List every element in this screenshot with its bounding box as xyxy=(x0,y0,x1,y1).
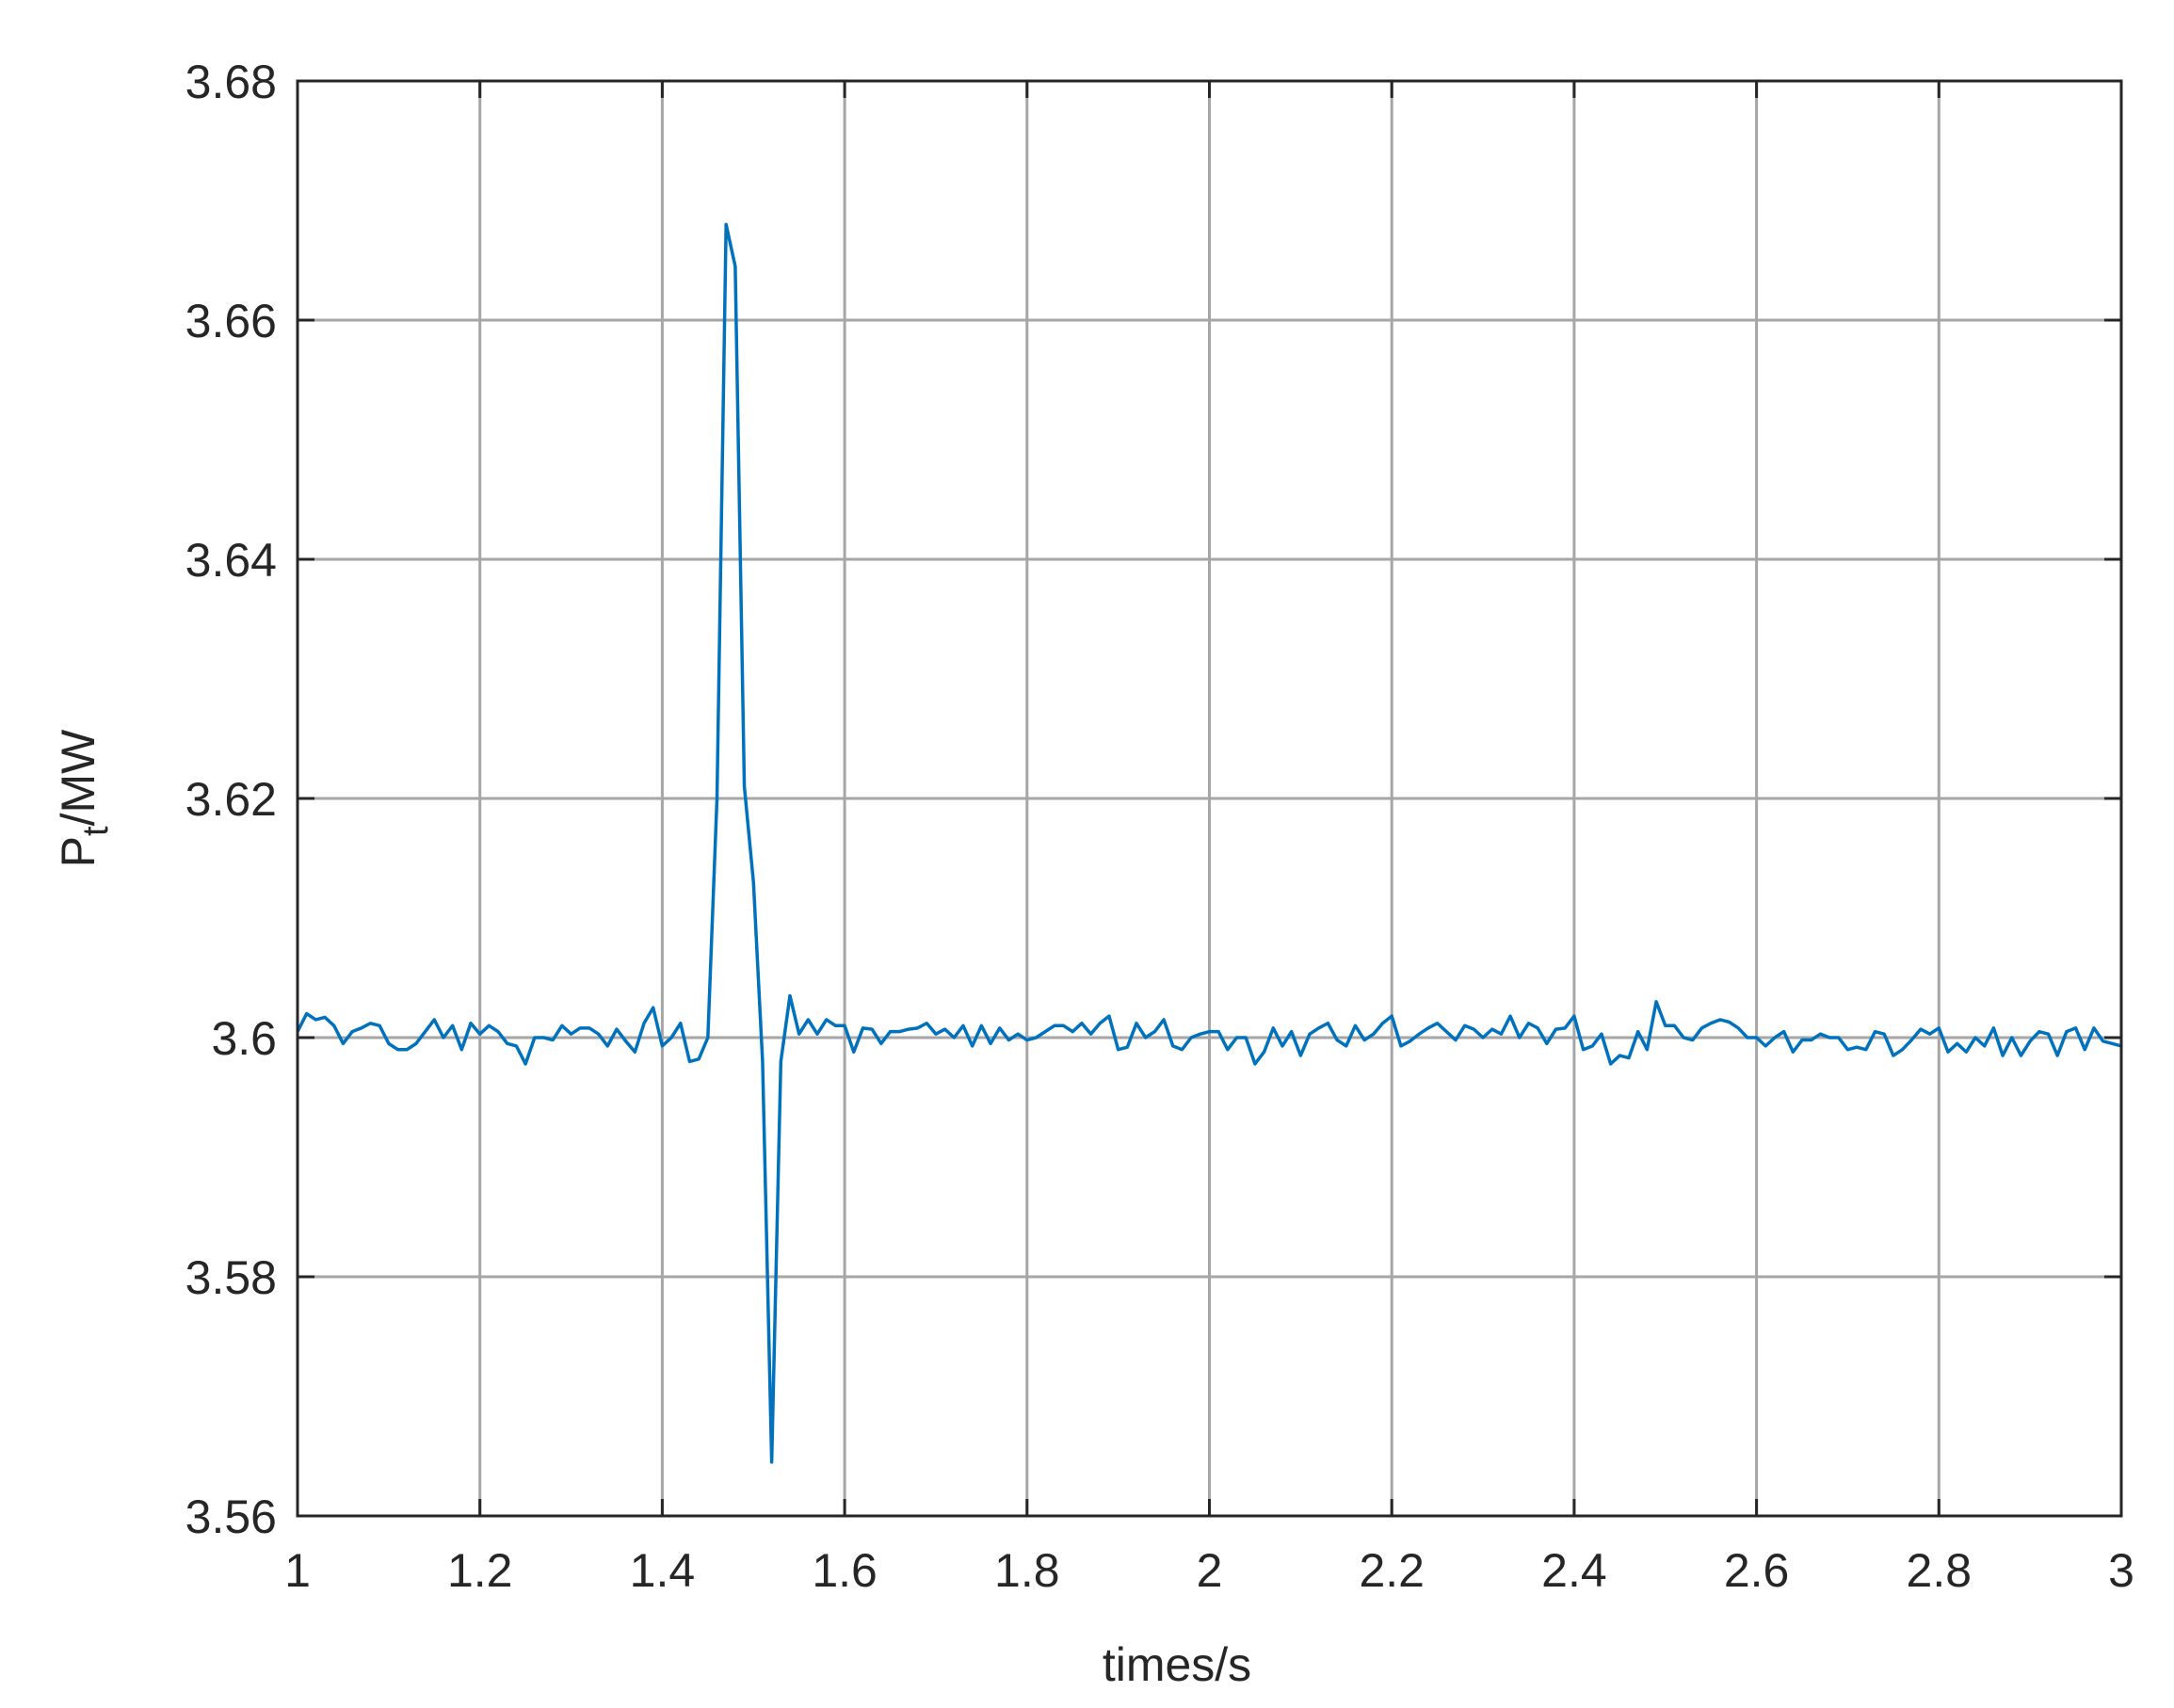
y-tick-label: 3.58 xyxy=(185,1251,277,1304)
x-tick-label: 1.6 xyxy=(812,1544,878,1597)
x-tick-label: 2.4 xyxy=(1541,1544,1607,1597)
x-tick-label: 1.4 xyxy=(630,1544,696,1597)
y-tick-label: 3.62 xyxy=(185,773,277,826)
x-axis-label: times/s xyxy=(1103,1638,1251,1691)
x-tick-label: 1 xyxy=(284,1544,311,1597)
y-axis-label: Pt/MW xyxy=(52,729,116,867)
x-tick-label: 2.2 xyxy=(1359,1544,1425,1597)
y-tick-label: 3.56 xyxy=(185,1490,277,1543)
y-tick-label: 3.64 xyxy=(185,534,277,587)
y-tick-label: 3.66 xyxy=(185,295,277,347)
plot-frame xyxy=(296,79,2123,1518)
y-tick-label: 3.6 xyxy=(211,1012,277,1065)
y-axis-label-base: P xyxy=(52,836,105,867)
x-tick-label: 2.6 xyxy=(1724,1544,1790,1597)
x-tick-label: 1.2 xyxy=(447,1544,513,1597)
y-axis-label-subscript: t xyxy=(76,826,116,836)
x-tick-label: 2 xyxy=(1197,1544,1223,1597)
y-axis-label-unit: /MW xyxy=(52,729,105,827)
x-tick-label: 3 xyxy=(2108,1544,2134,1597)
data-line xyxy=(296,222,2122,1464)
y-tick-label: 3.68 xyxy=(185,56,277,108)
x-tick-label: 2.8 xyxy=(1907,1544,1973,1597)
x-tick-label: 1.8 xyxy=(994,1544,1060,1597)
